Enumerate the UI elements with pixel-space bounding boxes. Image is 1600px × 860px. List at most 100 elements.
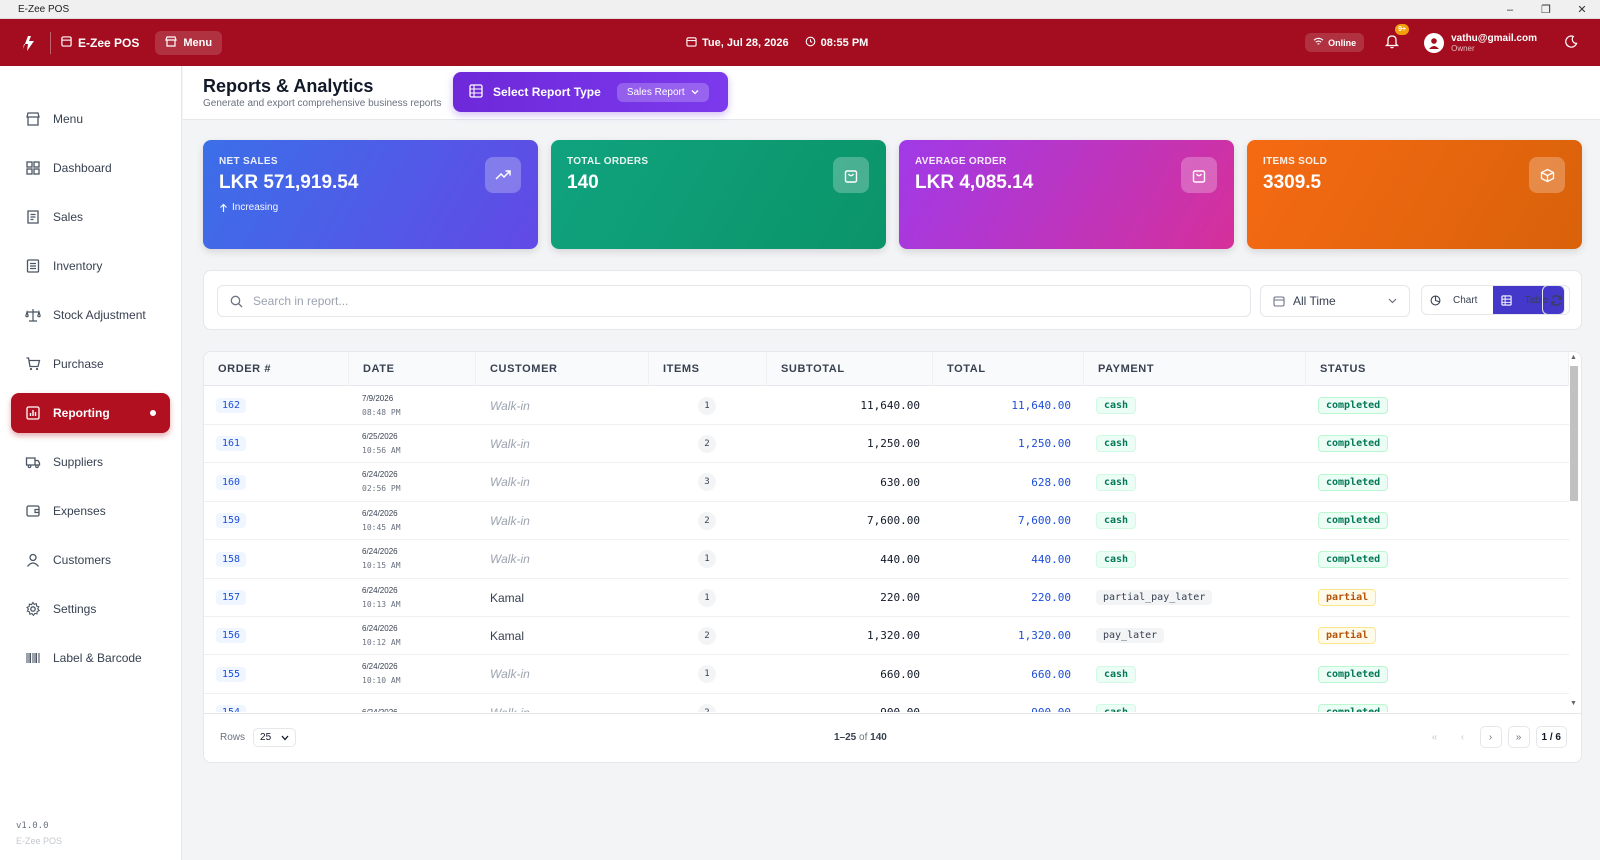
scroll-thumb[interactable]: [1570, 366, 1578, 501]
sidebar-item-expenses[interactable]: Expenses: [11, 491, 170, 531]
order-date: 6/24/2026: [362, 706, 398, 712]
sidebar: Menu Dashboard Sales Inventory Stock Adj…: [0, 66, 182, 860]
chevron-down-icon: [691, 90, 699, 95]
sidebar-item-label: Menu: [53, 112, 84, 126]
window-title: E-Zee POS: [18, 3, 70, 15]
sidebar-item-dashboard[interactable]: Dashboard: [11, 148, 170, 188]
order-number[interactable]: 162: [216, 398, 247, 413]
table-row[interactable]: 154 6/24/2026 Walk-in 2 900.00 900.00 cash comp…: [204, 693, 1569, 712]
column-header[interactable]: PAYMENT: [1084, 352, 1306, 386]
wifi-icon: [1313, 37, 1324, 48]
table-row[interactable]: 155 6/24/2026 10:10 AM Walk-in 1 660.00 660.00…: [204, 655, 1569, 694]
sidebar-item-inventory[interactable]: Inventory: [11, 246, 170, 286]
table-scrollbar[interactable]: ▲ ▼: [1568, 352, 1578, 712]
page-title: Reports & Analytics: [203, 76, 374, 96]
table-row[interactable]: 160 6/24/2026 02:56 PM Walk-in 3 630.00 628.00…: [204, 463, 1569, 502]
status-badge: completed: [1318, 397, 1389, 414]
order-number[interactable]: 154: [216, 705, 247, 712]
header-actions: Online 9+ vathu@gmail.com Owner: [1305, 19, 1578, 66]
calendar-icon: [686, 36, 697, 50]
payment-badge: cash: [1096, 512, 1137, 530]
restore-icon[interactable]: ❐: [1541, 4, 1551, 16]
sidebar-item-stock-adjustment[interactable]: Stock Adjustment: [11, 295, 170, 335]
status-badge: completed: [1318, 473, 1389, 491]
table-view-button[interactable]: Table: [1493, 286, 1565, 314]
report-type-selector[interactable]: Select Report Type Sales Report: [453, 72, 728, 112]
column-header[interactable]: STATUS: [1306, 352, 1569, 386]
stat-value: 140: [567, 172, 599, 193]
order-number[interactable]: 158: [216, 551, 247, 567]
receipt-icon: [27, 210, 39, 224]
sidebar-item-sales[interactable]: Sales: [11, 197, 170, 237]
sidebar-item-settings[interactable]: Settings: [11, 589, 170, 629]
online-label: Online: [1328, 37, 1357, 48]
column-header[interactable]: TOTAL: [933, 352, 1084, 386]
scroll-down-icon[interactable]: ▼: [1570, 700, 1577, 707]
table-row[interactable]: 158 6/24/2026 10:15 AM Walk-in 1 440.00 440.00…: [204, 540, 1569, 579]
column-header[interactable]: ORDER #: [204, 352, 349, 386]
scroll-up-icon[interactable]: ▲: [1570, 354, 1577, 361]
first-page-button[interactable]: «: [1431, 731, 1438, 743]
sidebar-item-suppliers[interactable]: Suppliers: [11, 442, 170, 482]
sidebar-item-label: Expenses: [53, 504, 106, 518]
theme-toggle-moon-icon[interactable]: [1565, 34, 1578, 51]
status-cell: completed: [1318, 501, 1518, 540]
pagination: « ‹ › » 1 / 6: [1424, 726, 1567, 748]
search-box[interactable]: [217, 285, 1251, 317]
order-cell: 154: [216, 693, 346, 712]
chart-view-button[interactable]: Chart: [1422, 286, 1493, 314]
status-cell: partial: [1318, 578, 1518, 617]
sidebar-item-customers[interactable]: Customers: [11, 540, 170, 580]
rows-label: Rows: [220, 732, 246, 743]
table-row[interactable]: 157 6/24/2026 10:13 AM Kamal 1 220.00 220.00 pa…: [204, 578, 1569, 617]
user-menu[interactable]: vathu@gmail.com Owner: [1424, 32, 1537, 53]
rows-per-page-select[interactable]: 25: [253, 728, 297, 747]
total-cell: 11,640.00: [939, 386, 1071, 425]
last-page-button[interactable]: »: [1507, 726, 1530, 748]
report-table: ORDER # DATE CUSTOMER ITEMS SUBTOTAL TOTAL PAY…: [203, 351, 1582, 763]
order-number[interactable]: 157: [216, 590, 247, 605]
order-number[interactable]: 160: [216, 474, 247, 490]
trend-up-icon: [485, 157, 521, 193]
user-role: Owner: [1451, 43, 1475, 53]
order-number[interactable]: 156: [216, 628, 247, 644]
column-header[interactable]: CUSTOMER: [476, 352, 649, 386]
period-select[interactable]: All Time: [1260, 285, 1410, 317]
sidebar-item-label: Sales: [53, 210, 84, 224]
table-row[interactable]: 156 6/24/2026 10:12 AM Kamal 2 1,320.00 1,320.…: [204, 616, 1569, 656]
column-header[interactable]: SUBTOTAL: [767, 352, 933, 386]
column-header[interactable]: ITEMS: [649, 352, 767, 386]
close-icon[interactable]: ✕: [1577, 4, 1587, 16]
subtotal-cell: 440.00: [774, 540, 920, 579]
refresh-button[interactable]: [1542, 285, 1570, 315]
order-number[interactable]: 159: [216, 513, 247, 529]
order-number[interactable]: 161: [216, 436, 247, 452]
total-cell: 220.00: [939, 578, 1071, 617]
table-row[interactable]: 162 7/9/2026 08:48 PM Walk-in 1 11,640.00 11,6…: [204, 386, 1569, 425]
status-cell: completed: [1318, 386, 1518, 425]
order-time: 10:12 AM: [362, 637, 401, 647]
sidebar-item-menu[interactable]: Menu: [11, 99, 170, 139]
menu-button[interactable]: Menu: [155, 30, 223, 55]
prev-page-button[interactable]: ‹: [1460, 731, 1465, 743]
items-cell: 1: [698, 655, 718, 694]
sidebar-item-label: Stock Adjustment: [53, 308, 146, 322]
items-count: 2: [698, 626, 716, 645]
order-number[interactable]: 155: [216, 666, 247, 682]
column-header[interactable]: DATE: [349, 352, 476, 386]
table-row[interactable]: 161 6/25/2026 10:56 AM Walk-in 2 1,250.00 1,25…: [204, 424, 1569, 464]
next-page-button[interactable]: ›: [1479, 726, 1502, 748]
sidebar-item-reporting[interactable]: Reporting: [11, 393, 170, 433]
report-type-dropdown[interactable]: Sales Report: [616, 82, 709, 102]
subtotal-cell: 220.00: [774, 578, 920, 617]
table-row[interactable]: 159 6/24/2026 10:45 AM Walk-in 2 7,600.00 7,60…: [204, 501, 1569, 541]
minimize-icon[interactable]: –: [1506, 3, 1514, 16]
view-toggle: Chart Table: [1421, 285, 1566, 315]
subtotal-cell: 660.00: [774, 655, 920, 694]
search-input[interactable]: [253, 294, 1153, 308]
status-cell: partial: [1318, 616, 1518, 655]
sidebar-item-purchase[interactable]: Purchase: [11, 344, 170, 384]
sidebar-item-label-barcode[interactable]: Label & Barcode: [11, 638, 170, 678]
notifications-button[interactable]: 9+: [1382, 23, 1410, 53]
status-badge: completed: [1318, 665, 1389, 683]
